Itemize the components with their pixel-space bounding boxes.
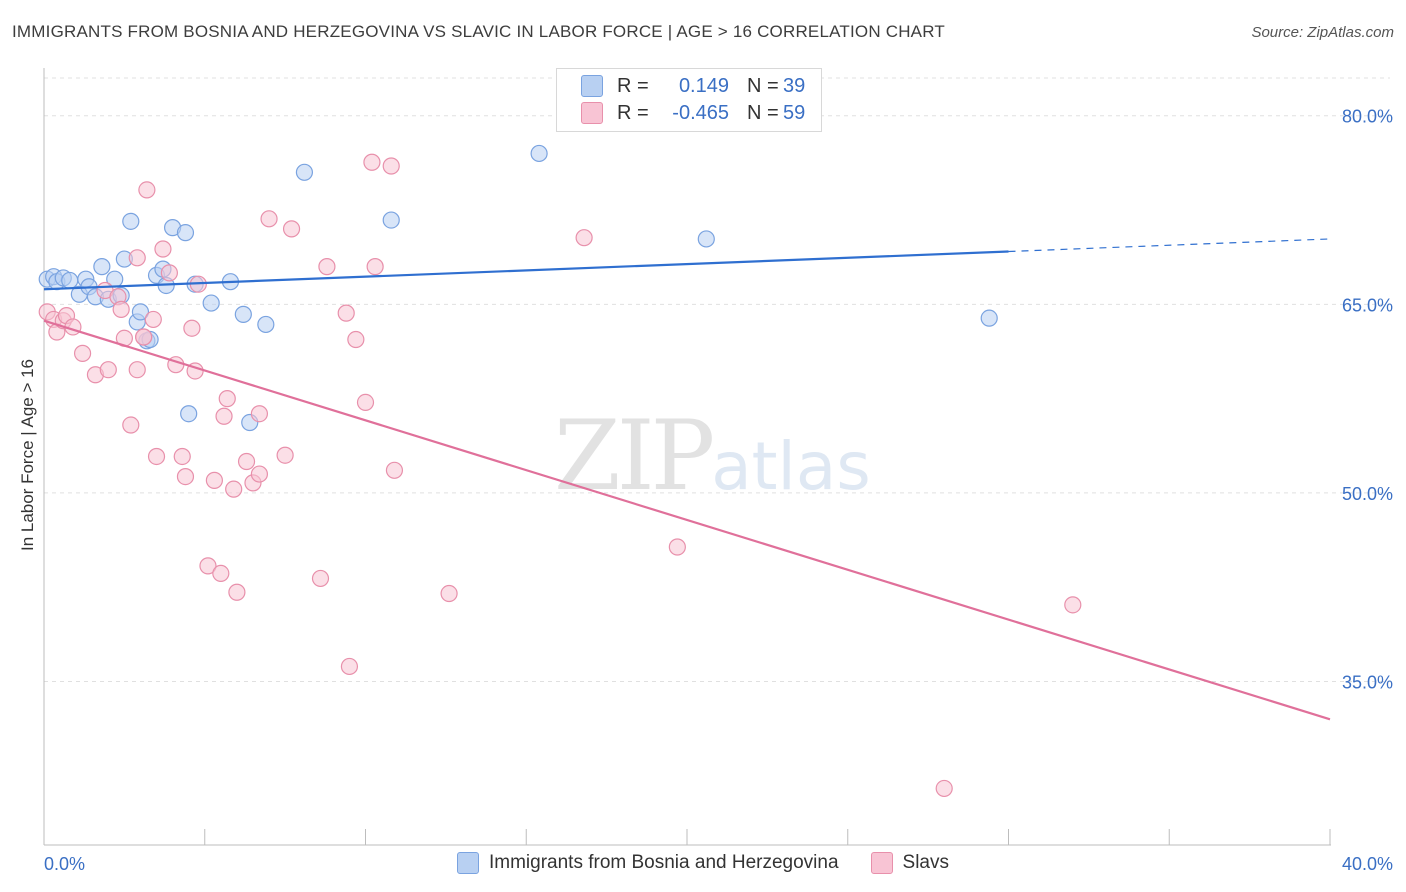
chart-title: IMMIGRANTS FROM BOSNIA AND HERZEGOVINA V… bbox=[12, 22, 945, 41]
point-bosnia bbox=[697, 230, 715, 248]
point-slavs bbox=[250, 465, 269, 483]
legend-r-label: R = bbox=[617, 74, 649, 97]
point-bosnia bbox=[257, 315, 275, 334]
point-slavs bbox=[356, 393, 375, 412]
point-slavs bbox=[144, 310, 162, 329]
watermark-atlas: atlas bbox=[711, 428, 871, 505]
point-bosnia bbox=[202, 294, 220, 312]
point-bosnia bbox=[980, 309, 998, 327]
point-slavs bbox=[363, 153, 381, 171]
point-bosnia bbox=[176, 224, 195, 242]
point-slavs bbox=[212, 564, 230, 583]
point-bosnia bbox=[295, 163, 314, 181]
trendline-slavs bbox=[43, 319, 1331, 721]
point-slavs bbox=[347, 330, 365, 349]
legend-r-value: 0.149 bbox=[678, 74, 729, 97]
point-slavs bbox=[122, 416, 140, 434]
point-slavs bbox=[318, 258, 336, 276]
point-slavs bbox=[237, 452, 256, 471]
point-slavs bbox=[73, 344, 92, 362]
point-bosnia bbox=[530, 144, 548, 163]
legend-swatch-series1 bbox=[456, 852, 479, 874]
point-slavs bbox=[218, 390, 236, 408]
legend-n-label: N = bbox=[747, 74, 779, 97]
point-slavs bbox=[147, 447, 166, 466]
series-legend: Immigrants from Bosnia and Herzegovina S… bbox=[0, 852, 1406, 874]
point-slavs bbox=[276, 446, 294, 464]
point-slavs bbox=[128, 249, 146, 267]
point-bosnia bbox=[234, 305, 252, 323]
y-tick-label: 65.0% bbox=[1342, 295, 1393, 315]
point-slavs bbox=[176, 467, 195, 486]
source-label: Source: ZipAtlas.com bbox=[1251, 24, 1394, 41]
point-slavs bbox=[225, 480, 243, 498]
point-slavs bbox=[440, 584, 458, 603]
x-tick-label: 0.0% bbox=[44, 854, 85, 874]
legend-label-series1: Immigrants from Bosnia and Herzegovina bbox=[488, 852, 839, 873]
point-slavs bbox=[228, 583, 246, 601]
point-slavs bbox=[1064, 596, 1082, 614]
point-slavs bbox=[173, 447, 191, 466]
stats-legend: R = 0.149 N = 39 R = -0.465 N = 59 bbox=[556, 68, 822, 132]
point-bosnia bbox=[180, 405, 198, 423]
legend-row-series1: R = 0.149 N = 39 bbox=[581, 74, 805, 98]
point-slavs bbox=[160, 264, 178, 282]
y-tick-label: 35.0% bbox=[1342, 673, 1393, 693]
point-slavs bbox=[138, 181, 156, 199]
point-slavs bbox=[935, 779, 953, 798]
point-slavs bbox=[199, 557, 217, 575]
legend-swatch-series2 bbox=[581, 102, 603, 124]
point-slavs bbox=[337, 304, 355, 322]
legend-label-series2: Slavs bbox=[902, 852, 949, 873]
legend-n-value: 59 bbox=[783, 101, 806, 124]
legend-n-value: 39 bbox=[783, 74, 806, 97]
y-tick-label: 50.0% bbox=[1342, 484, 1393, 504]
legend-r-value: -0.465 bbox=[672, 101, 729, 124]
point-slavs bbox=[385, 461, 404, 479]
point-slavs bbox=[260, 210, 278, 228]
legend-n-label: N = bbox=[747, 101, 779, 124]
point-slavs bbox=[250, 405, 269, 423]
x-tick-label: 40.0% bbox=[1342, 854, 1393, 874]
point-slavs bbox=[183, 319, 201, 337]
point-slavs bbox=[154, 240, 172, 258]
legend-item-series1: Immigrants from Bosnia and Herzegovina bbox=[456, 852, 839, 874]
point-slavs bbox=[366, 258, 384, 276]
point-bosnia bbox=[93, 258, 111, 276]
point-slavs bbox=[215, 407, 233, 425]
legend-item-series2: Slavs bbox=[870, 852, 949, 874]
point-slavs bbox=[205, 471, 223, 489]
legend-r-label: R = bbox=[617, 101, 649, 124]
trendline-bosnia bbox=[43, 250, 1009, 291]
point-slavs bbox=[112, 300, 130, 318]
point-bosnia bbox=[131, 303, 150, 321]
point-slavs bbox=[135, 328, 153, 346]
point-slavs bbox=[668, 538, 686, 556]
point-slavs bbox=[575, 229, 593, 247]
point-slavs bbox=[311, 569, 330, 588]
point-slavs bbox=[128, 361, 146, 379]
point-slavs bbox=[382, 157, 400, 175]
legend-row-series2: R = -0.465 N = 59 bbox=[581, 101, 805, 125]
point-slavs bbox=[340, 657, 359, 676]
point-bosnia bbox=[61, 271, 79, 290]
legend-swatch-series1 bbox=[581, 75, 603, 97]
y-tick-label: 80.0% bbox=[1342, 107, 1393, 127]
trendline-bosnia-extension bbox=[1008, 238, 1331, 253]
y-axis-label: In Labor Force | Age > 16 bbox=[18, 358, 37, 552]
point-slavs bbox=[99, 361, 117, 379]
point-bosnia bbox=[122, 212, 140, 230]
legend-swatch-series2 bbox=[870, 852, 893, 874]
point-slavs bbox=[282, 220, 301, 238]
point-bosnia bbox=[382, 211, 400, 229]
